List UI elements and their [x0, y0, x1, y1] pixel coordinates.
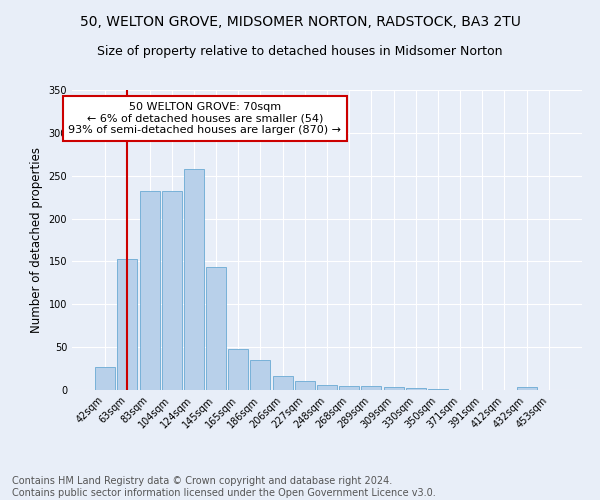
Bar: [118, 259, 137, 390]
Bar: [406, 388, 426, 390]
Bar: [383, 386, 404, 390]
Bar: [361, 386, 382, 390]
Bar: [184, 169, 204, 390]
Bar: [206, 268, 226, 390]
Bar: [295, 382, 315, 390]
Bar: [250, 360, 271, 390]
Y-axis label: Number of detached properties: Number of detached properties: [30, 147, 43, 333]
Bar: [317, 385, 337, 390]
Text: Size of property relative to detached houses in Midsomer Norton: Size of property relative to detached ho…: [97, 45, 503, 58]
Bar: [140, 191, 160, 390]
Bar: [228, 349, 248, 390]
Text: Contains HM Land Registry data © Crown copyright and database right 2024.
Contai: Contains HM Land Registry data © Crown c…: [12, 476, 436, 498]
Bar: [339, 386, 359, 390]
Bar: [272, 376, 293, 390]
Bar: [95, 367, 115, 390]
Bar: [428, 389, 448, 390]
Bar: [517, 386, 536, 390]
Text: 50 WELTON GROVE: 70sqm
← 6% of detached houses are smaller (54)
93% of semi-deta: 50 WELTON GROVE: 70sqm ← 6% of detached …: [68, 102, 341, 135]
Bar: [162, 191, 182, 390]
Text: 50, WELTON GROVE, MIDSOMER NORTON, RADSTOCK, BA3 2TU: 50, WELTON GROVE, MIDSOMER NORTON, RADST…: [80, 15, 520, 29]
